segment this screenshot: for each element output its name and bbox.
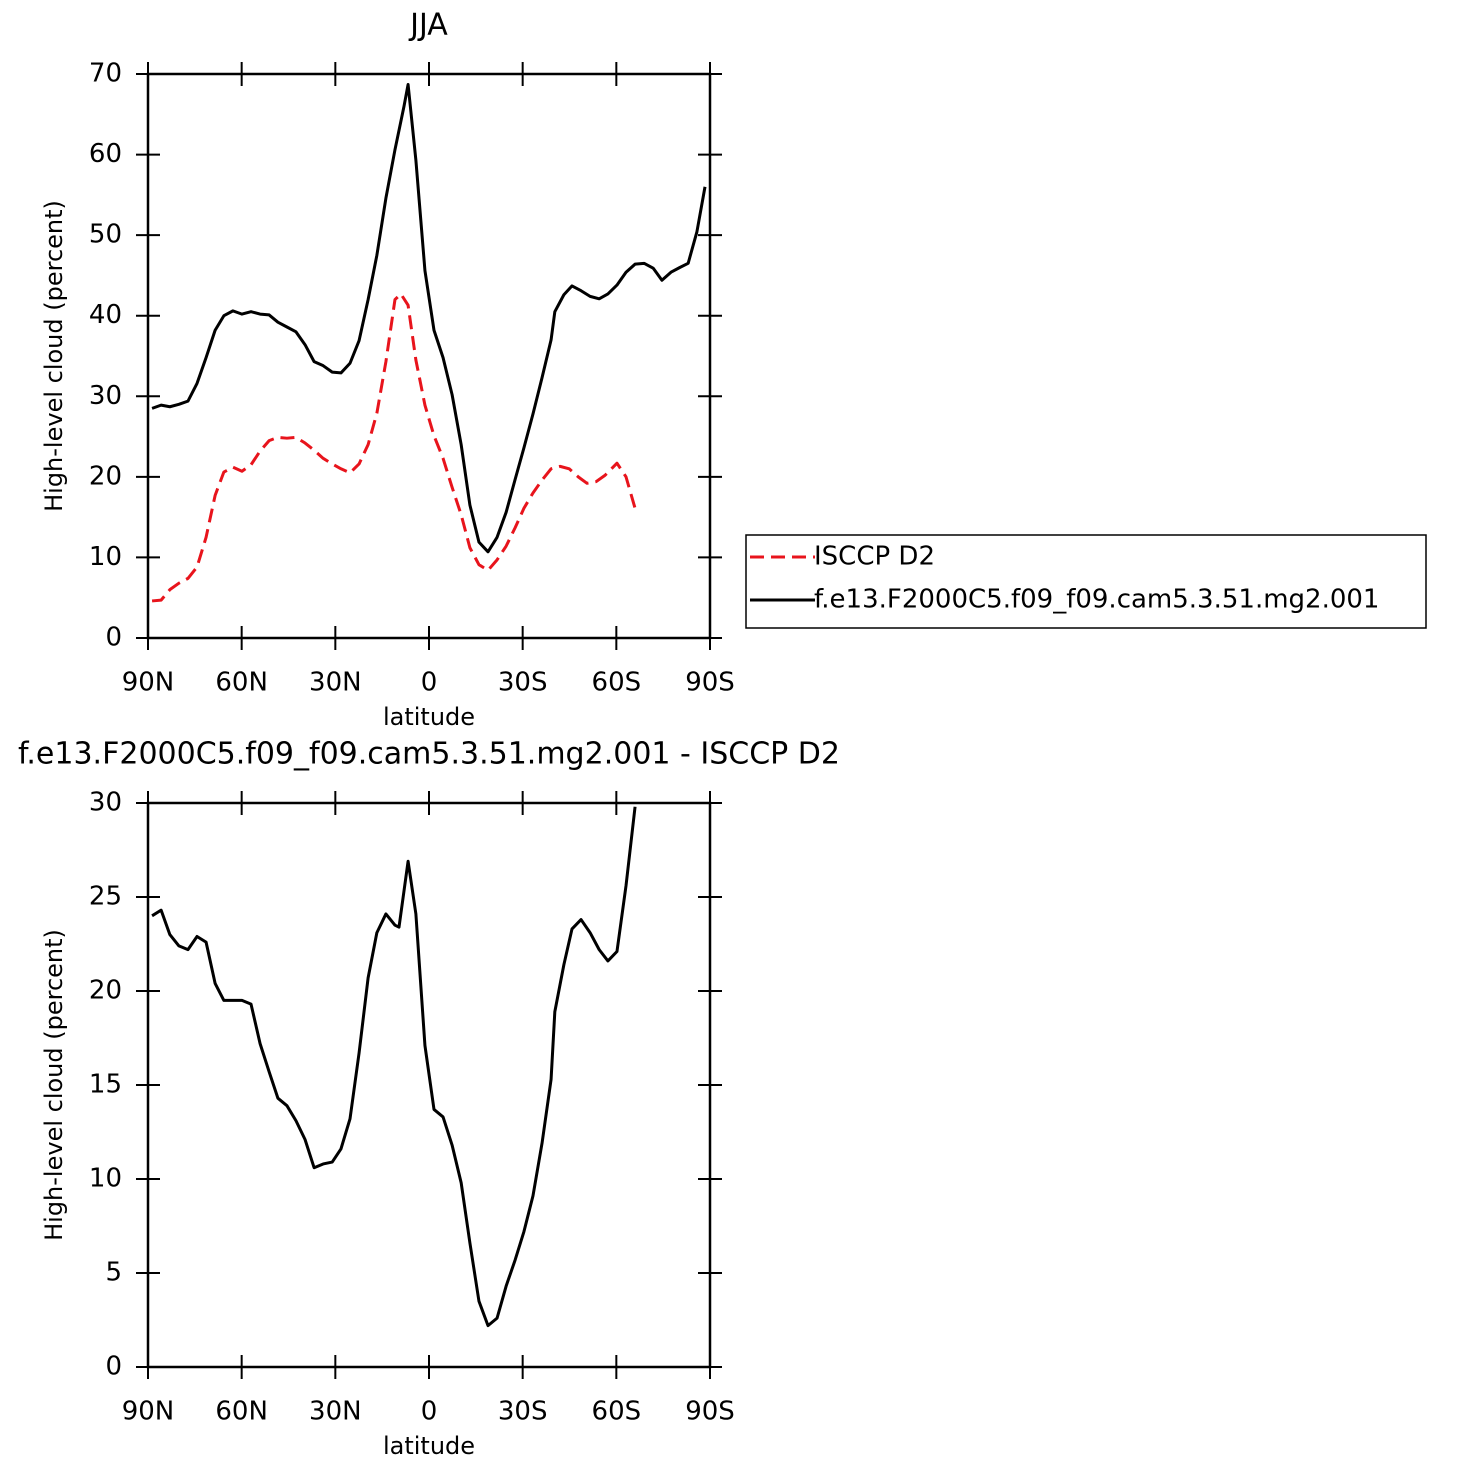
y-tick-label: 70 <box>89 59 122 89</box>
legend-label: f.e13.F2000C5.f09_f09.cam5.3.51.mg2.001 <box>814 585 1379 615</box>
x-axis-label: latitude <box>383 703 475 731</box>
y-tick-label: 15 <box>89 1070 122 1100</box>
x-tick-label: 90S <box>685 668 735 698</box>
data-line <box>151 292 637 603</box>
y-tick-label: 25 <box>89 882 122 912</box>
x-tick-label: 90S <box>685 1397 735 1427</box>
x-axis-label: latitude <box>383 1432 475 1460</box>
legend-box <box>745 534 1427 629</box>
x-tick-label: 60N <box>215 668 268 698</box>
y-tick-label: 30 <box>89 381 122 411</box>
y-tick-label: 30 <box>89 788 122 818</box>
x-tick-label: 90N <box>122 668 175 698</box>
data-line <box>151 82 707 554</box>
y-tick-label: 20 <box>89 461 122 491</box>
y-tick-label: 50 <box>89 220 122 250</box>
x-tick-label: 30S <box>498 668 548 698</box>
chart-title: JJA <box>408 8 448 43</box>
y-tick-label: 20 <box>89 976 122 1006</box>
y-tick-label: 0 <box>105 623 122 653</box>
x-tick-label: 30S <box>498 1397 548 1427</box>
chart-title: f.e13.F2000C5.f09_f09.cam5.3.51.mg2.001 … <box>18 737 840 772</box>
x-tick-label: 30N <box>309 1397 362 1427</box>
legend-label: ISCCP D2 <box>814 542 935 572</box>
x-tick-label: 90N <box>122 1397 175 1427</box>
x-tick-label: 60S <box>592 668 642 698</box>
x-tick-label: 60N <box>215 1397 268 1427</box>
y-tick-label: 60 <box>89 139 122 169</box>
y-tick-label: 40 <box>89 300 122 330</box>
x-tick-label: 30N <box>309 668 362 698</box>
y-axis-label: High-level cloud (percent) <box>40 200 68 512</box>
data-line <box>151 806 637 1328</box>
x-tick-label: 0 <box>421 668 438 698</box>
y-tick-label: 10 <box>89 542 122 572</box>
y-tick-label: 0 <box>105 1352 122 1382</box>
y-tick-label: 5 <box>105 1258 122 1288</box>
y-tick-label: 10 <box>89 1164 122 1194</box>
x-tick-label: 0 <box>421 1397 438 1427</box>
y-axis-label: High-level cloud (percent) <box>40 929 68 1241</box>
plot-frame <box>146 72 712 640</box>
x-tick-label: 60S <box>592 1397 642 1427</box>
